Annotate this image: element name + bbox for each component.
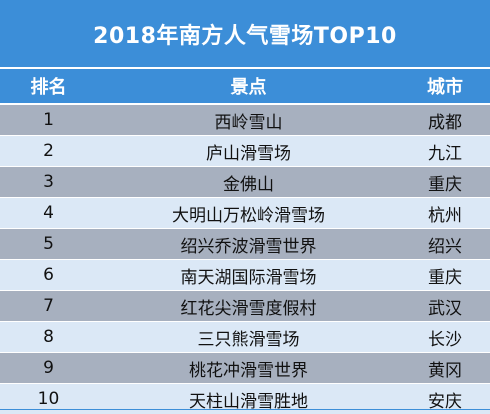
- rank-cell: 5: [43, 234, 54, 254]
- table-row: 3 金佛山 重庆: [0, 166, 490, 197]
- rank-cell: 9: [43, 358, 54, 378]
- rank-cell: 3: [43, 172, 54, 192]
- table-row: 8 三只熊滑雪场 长沙: [0, 321, 490, 352]
- table-body: 1 西岭雪山 成都 2 庐山滑雪场 九江 3 金佛山 重庆 4 大明山万松岭滑雪…: [0, 104, 490, 414]
- spot-cell: 天柱山滑雪胜地: [189, 391, 308, 412]
- city-cell: 九江: [428, 143, 462, 164]
- table-row: 4 大明山万松岭滑雪场 杭州: [0, 197, 490, 228]
- city-cell: 长沙: [428, 329, 462, 350]
- rank-cell: 2: [43, 141, 54, 161]
- rank-cell: 10: [37, 389, 60, 409]
- spot-cell: 金佛山: [223, 174, 274, 195]
- spot-cell: 南天湖国际滑雪场: [180, 267, 317, 288]
- city-cell: 重庆: [428, 267, 462, 288]
- table-row: 6 南天湖国际滑雪场 重庆: [0, 259, 490, 290]
- city-cell: 绍兴: [428, 236, 462, 257]
- header-city: 城市: [427, 77, 463, 98]
- rank-cell: 1: [43, 110, 54, 130]
- header-rank: 排名: [30, 77, 67, 98]
- city-cell: 安庆: [428, 391, 462, 412]
- table-title: 2018年南方人气雪场TOP10: [0, 0, 490, 67]
- header-spot: 景点: [230, 77, 267, 98]
- spot-cell: 西岭雪山: [214, 112, 283, 133]
- city-cell: 黄冈: [428, 360, 462, 381]
- spot-cell: 桃花冲滑雪世界: [189, 360, 308, 381]
- spot-cell: 庐山滑雪场: [206, 143, 291, 164]
- table-header-row: 排名 景点 城市: [0, 69, 490, 103]
- spot-cell: 三只熊滑雪场: [197, 329, 300, 350]
- city-cell: 重庆: [428, 174, 462, 195]
- rank-cell: 4: [43, 203, 54, 223]
- city-cell: 武汉: [428, 298, 462, 319]
- rank-cell: 8: [43, 327, 54, 347]
- city-cell: 成都: [428, 112, 462, 133]
- rank-cell: 7: [43, 296, 54, 316]
- city-cell: 杭州: [428, 205, 462, 226]
- table-row: 1 西岭雪山 成都: [0, 104, 490, 135]
- table-row: 10 天柱山滑雪胜地 安庆: [0, 383, 490, 414]
- spot-cell: 红花尖滑雪度假村: [180, 298, 317, 319]
- table-row: 9 桃花冲滑雪世界 黄冈: [0, 352, 490, 383]
- spot-cell: 大明山万松岭滑雪场: [172, 205, 325, 226]
- table-row: 5 绍兴乔波滑雪世界 绍兴: [0, 228, 490, 259]
- table-row: 7 红花尖滑雪度假村 武汉: [0, 290, 490, 321]
- table-row: 2 庐山滑雪场 九江: [0, 135, 490, 166]
- rank-cell: 6: [43, 265, 54, 285]
- spot-cell: 绍兴乔波滑雪世界: [180, 236, 317, 257]
